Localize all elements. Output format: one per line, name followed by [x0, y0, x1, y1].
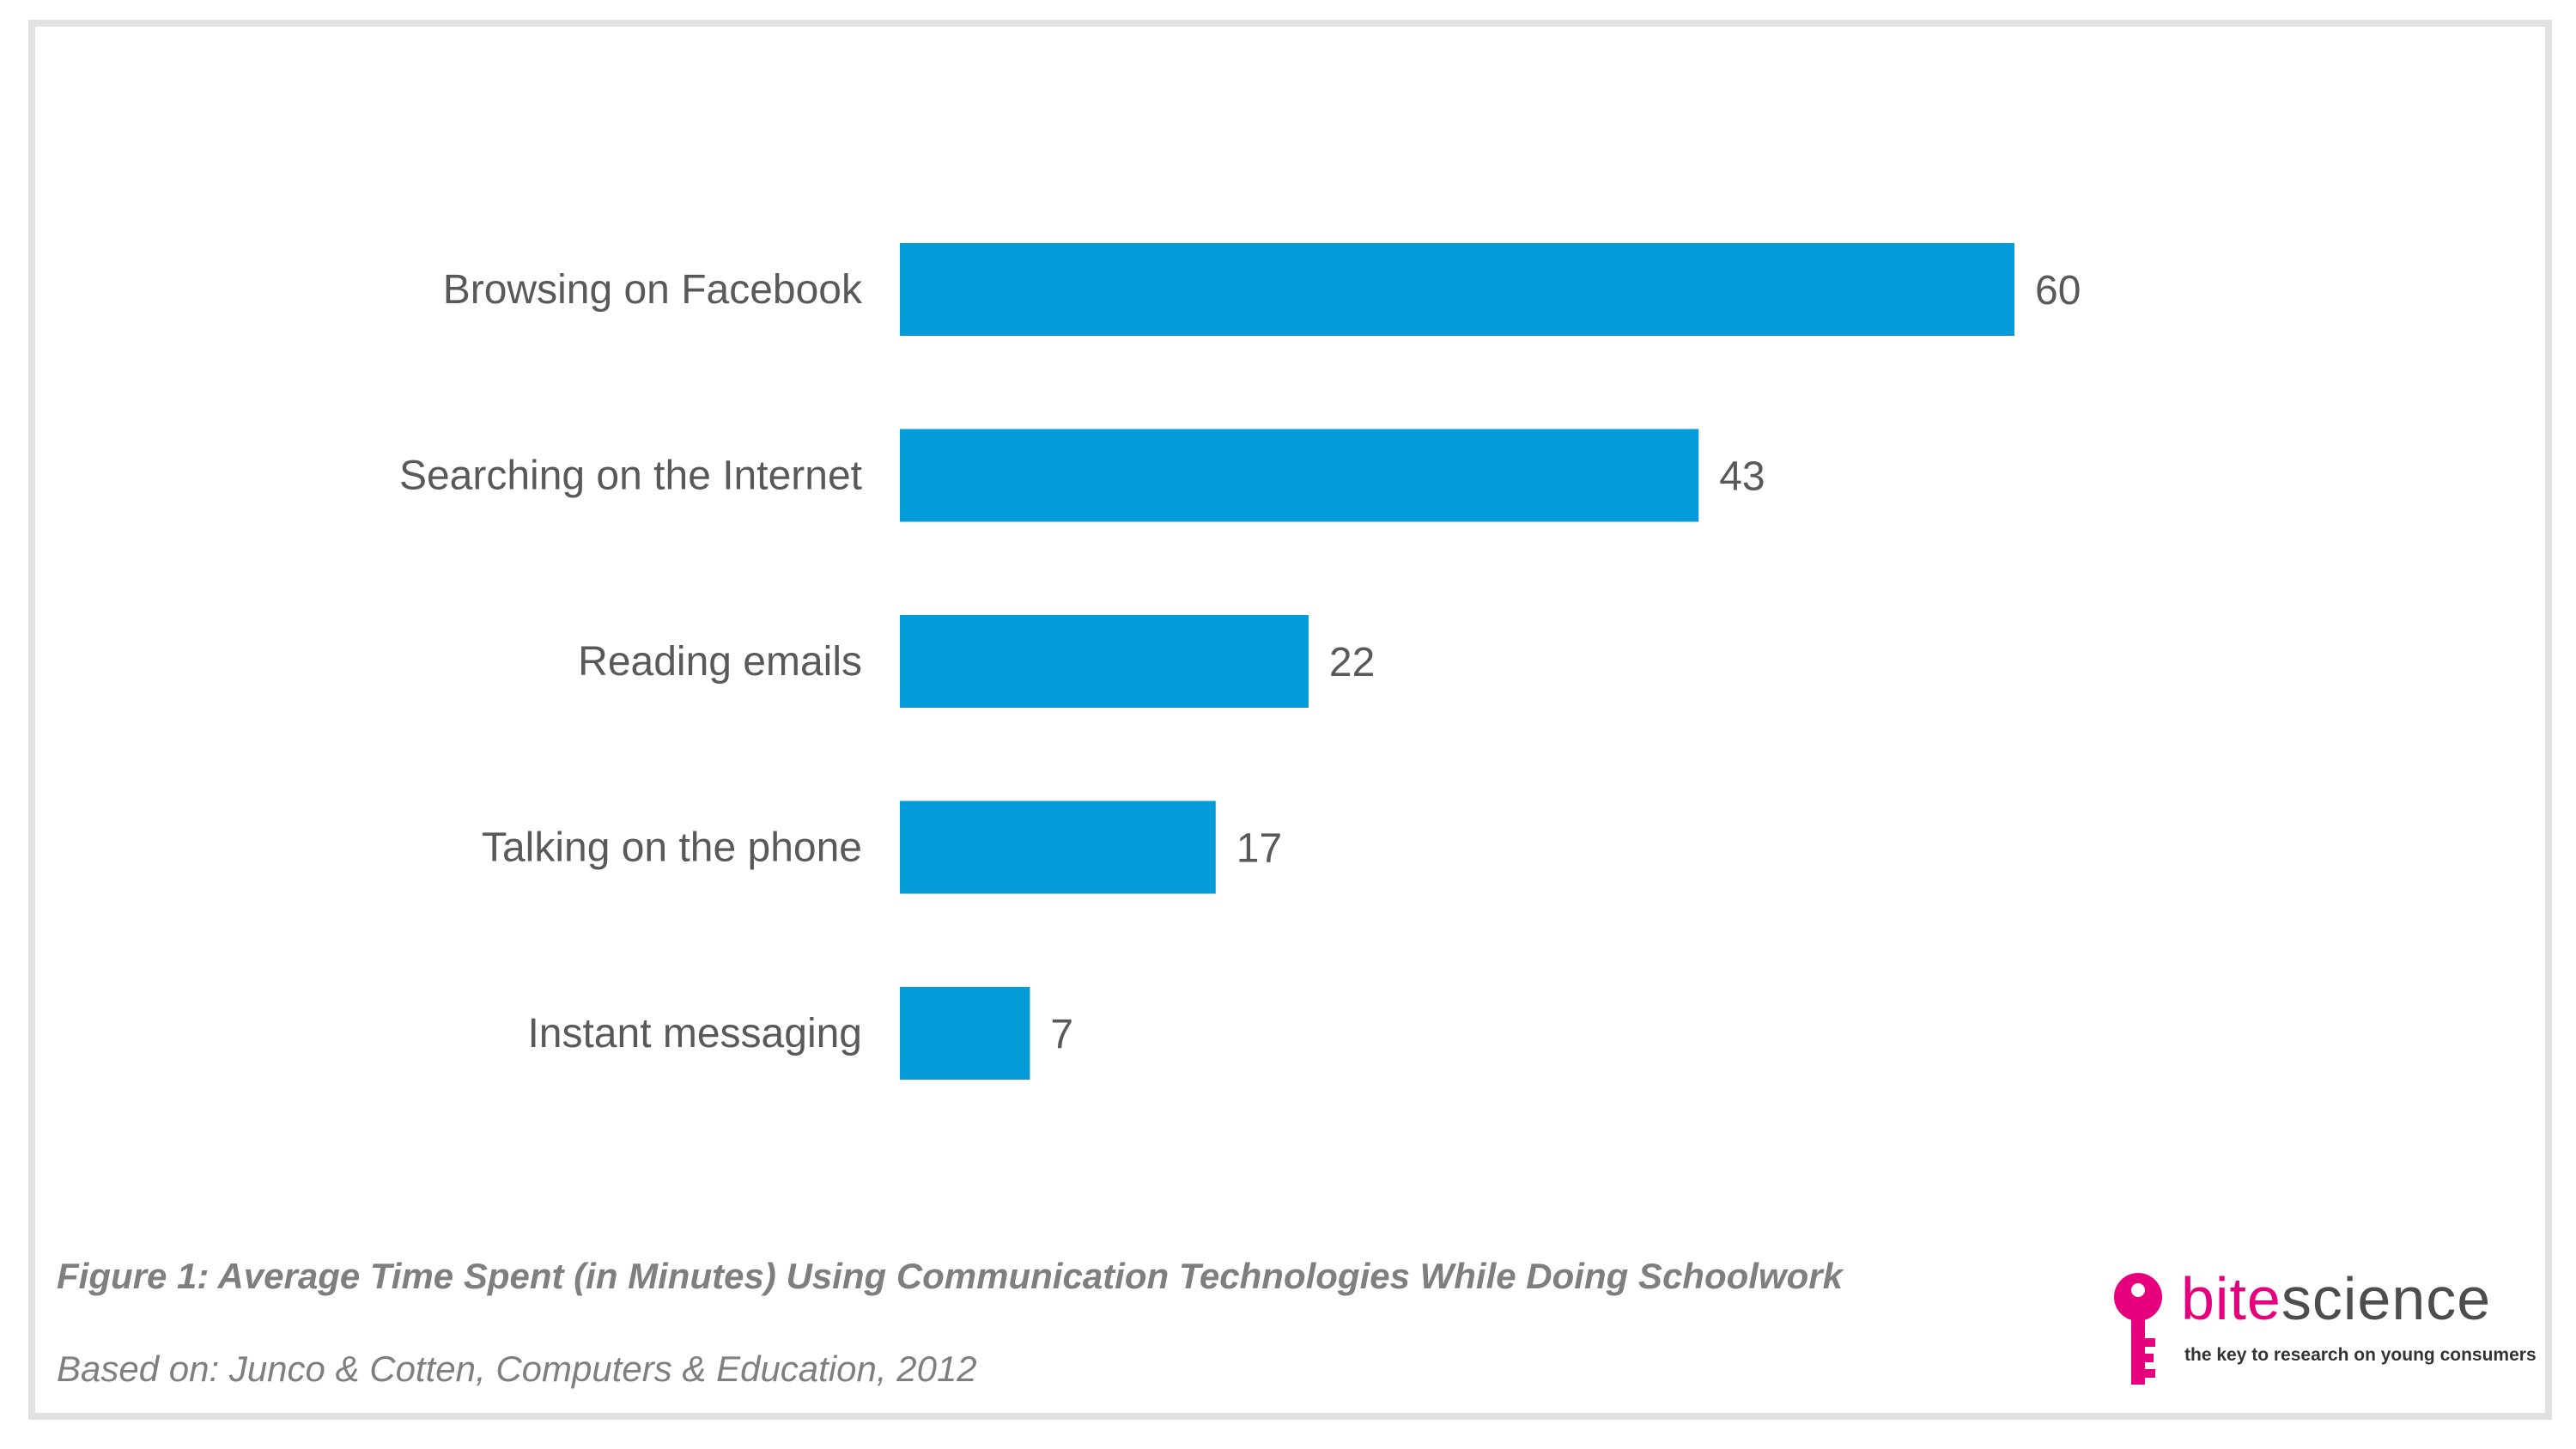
category-label: Talking on the phone: [482, 825, 862, 871]
value-label: 7: [1050, 1012, 1073, 1057]
logo-wordmark: bitescience: [2181, 1264, 2491, 1333]
value-label: 43: [1719, 454, 1765, 500]
category-label: Instant messaging: [527, 1011, 862, 1056]
category-label: Browsing on Facebook: [443, 267, 863, 313]
logo-word-science: science: [2281, 1265, 2492, 1332]
bitescience-logo: bitescience the key to research on young…: [2111, 1264, 2537, 1393]
category-label: Reading emails: [578, 639, 862, 685]
bar: [900, 429, 1699, 522]
key-icon: [2114, 1273, 2162, 1385]
bar: [900, 987, 1030, 1080]
bar: [900, 801, 1216, 894]
bar: [900, 243, 2014, 336]
value-label: 17: [1236, 826, 1282, 872]
logo-word-bite: bite: [2181, 1265, 2281, 1332]
bar-chart: Browsing on Facebook 60 Searching on the I…: [399, 243, 2081, 1080]
bar: [900, 615, 1309, 708]
logo-tagline: the key to research on young consumers: [2184, 1345, 2537, 1365]
figure-caption-title: Figure 1: Average Time Spent (in Minutes…: [57, 1256, 1843, 1296]
figure-caption-source: Based on: Junco & Cotten, Computers & Ed…: [57, 1349, 977, 1389]
value-label: 60: [2035, 268, 2081, 314]
category-label: Searching on the Internet: [399, 454, 862, 499]
value-label: 22: [1329, 640, 1375, 685]
